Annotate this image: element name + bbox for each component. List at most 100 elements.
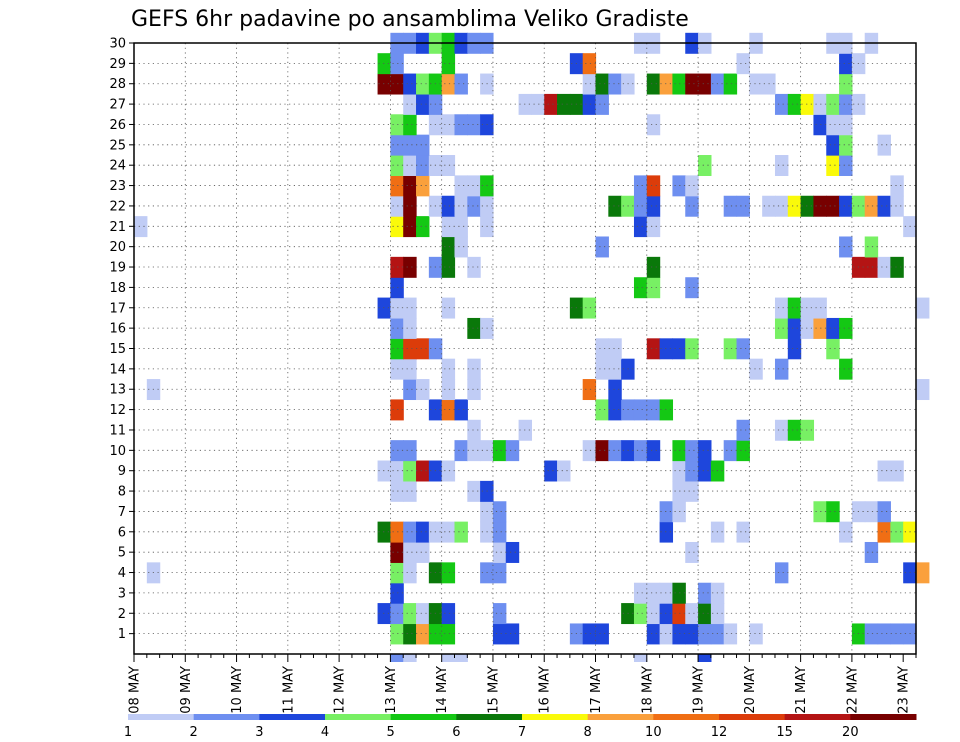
heat-cell [595, 358, 609, 380]
heat-cell [672, 582, 686, 604]
heat-cell [813, 317, 827, 339]
colorbar-tick-label: 5 [387, 725, 395, 740]
heat-cell [659, 73, 674, 95]
y-tick-label: 22 [109, 199, 126, 214]
heat-cell [698, 73, 712, 95]
heat-cell [659, 582, 674, 604]
heat-cell [608, 379, 622, 401]
heat-cell [441, 256, 456, 278]
heat-cell [595, 338, 609, 360]
heat-cell [467, 317, 481, 339]
y-tick-label: 25 [109, 138, 126, 153]
heat-cell [646, 582, 661, 604]
heat-cell [390, 216, 404, 238]
heat-cell [416, 216, 430, 238]
colorbar-swatch [784, 714, 851, 720]
heat-cell [698, 440, 712, 462]
heat-cell [454, 440, 468, 462]
y-tick-label: 20 [109, 240, 126, 255]
y-tick-label: 26 [109, 118, 126, 133]
colorbar-swatch [128, 714, 195, 720]
heat-cell [826, 155, 840, 176]
y-tick-label: 6 [118, 525, 126, 540]
heat-cell [813, 114, 827, 136]
heat-cell [492, 562, 507, 584]
heat-cell [723, 195, 738, 217]
heat-cell [416, 93, 430, 115]
heat-cell [467, 440, 481, 462]
heat-cell [403, 134, 417, 156]
heat-cell [403, 93, 417, 115]
x-tick-label: 10 MAY [230, 666, 245, 714]
y-tick-label: 16 [109, 322, 126, 337]
heat-cell [646, 73, 661, 95]
colorbar-swatch [325, 714, 392, 720]
heat-cell [787, 338, 802, 360]
heat-cell [403, 216, 417, 238]
heat-cell-below-axis [698, 654, 712, 662]
heat-cell [416, 521, 430, 543]
heat-cell [736, 338, 750, 360]
x-tick-label: 21 MAY [794, 666, 809, 714]
heat-cell [774, 358, 789, 380]
heat-cell [787, 419, 802, 441]
heat-cell [633, 277, 648, 299]
heat-cell [492, 501, 507, 523]
heat-cell [659, 338, 674, 360]
heat-cell [441, 379, 456, 401]
heat-cell [467, 175, 481, 197]
heat-cell [774, 93, 789, 115]
heat-cell [839, 317, 853, 339]
heat-cell [454, 399, 468, 421]
heat-cell [646, 256, 661, 278]
heat-cell [544, 93, 558, 115]
heat-cell [467, 419, 481, 441]
heat-cell [672, 623, 686, 645]
heat-cell [774, 155, 789, 176]
heat-cell [505, 440, 520, 462]
heat-cell [685, 338, 699, 360]
heat-cell [403, 297, 417, 319]
heat-cell-below-axis [403, 654, 417, 662]
colorbar-tick-label: 7 [518, 725, 526, 740]
y-tick-label: 10 [109, 444, 126, 459]
heat-cell [441, 73, 456, 95]
heat-cell [839, 53, 853, 75]
heat-cell [608, 399, 622, 421]
heat-cell [416, 379, 430, 401]
heat-cell [890, 460, 904, 482]
heat-cell [685, 603, 699, 625]
heat-cell [454, 521, 468, 543]
heat-cell [441, 562, 456, 584]
heat-cell [774, 419, 789, 441]
heat-cell [467, 195, 481, 217]
x-tick-label: 08 MAY [128, 666, 143, 714]
heat-cell [877, 460, 891, 482]
heat-cell [633, 440, 648, 462]
heat-cell [595, 236, 609, 258]
heat-cell [685, 623, 699, 645]
heat-cell [672, 460, 686, 482]
x-tick-label: 20 MAY [743, 666, 758, 714]
heat-cell [787, 195, 802, 217]
x-tick-label: 13 MAY [384, 666, 399, 714]
y-tick-label: 15 [109, 342, 126, 357]
heat-cell [646, 623, 661, 645]
heat-cell [864, 236, 879, 258]
heat-cell [685, 195, 699, 217]
heat-cell [505, 623, 520, 645]
colorbar-tick-label: 15 [776, 725, 793, 740]
heat-cell [403, 73, 417, 95]
heat-cell [582, 73, 597, 95]
heat-cell [441, 297, 456, 319]
colorbar-swatch [653, 714, 720, 720]
x-tick-label: 22 MAY [845, 666, 860, 714]
heat-cell [646, 277, 661, 299]
x-tick-label: 11 MAY [281, 666, 296, 714]
heat-cell [672, 175, 686, 197]
y-tick-label: 12 [109, 403, 126, 418]
heat-cell [813, 195, 827, 217]
heat-cell [390, 317, 404, 339]
heat-cell [890, 521, 904, 543]
heat-cell [441, 460, 456, 482]
